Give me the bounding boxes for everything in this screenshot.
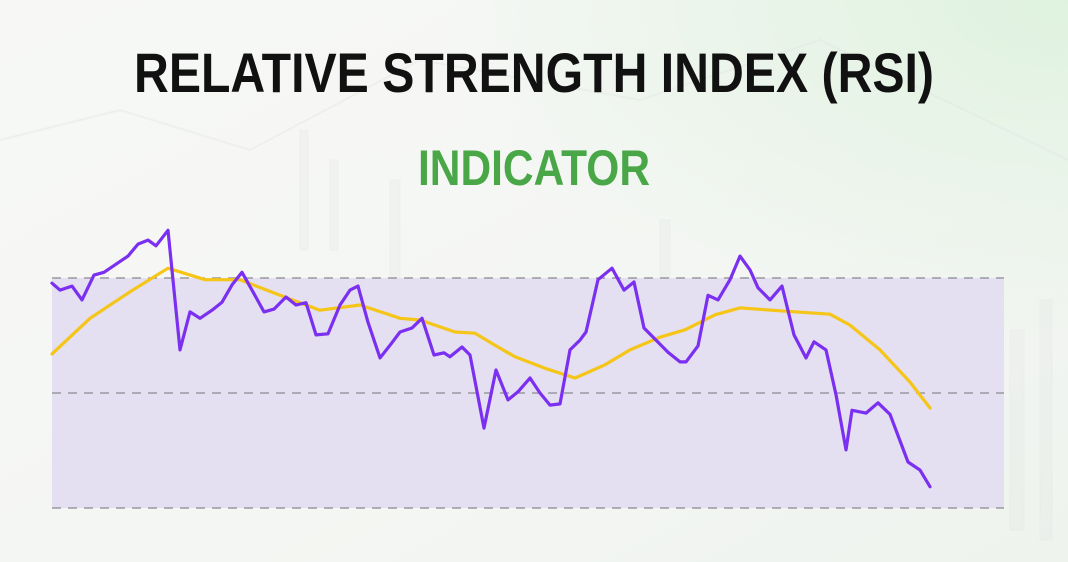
series-line <box>50 266 932 410</box>
series-line <box>50 228 932 489</box>
band <box>52 278 1004 508</box>
chart-subtitle: INDICATOR <box>418 140 650 196</box>
chart-title: RELATIVE STRENGTH INDEX (RSI) <box>134 41 934 104</box>
plot-area <box>50 228 1004 509</box>
